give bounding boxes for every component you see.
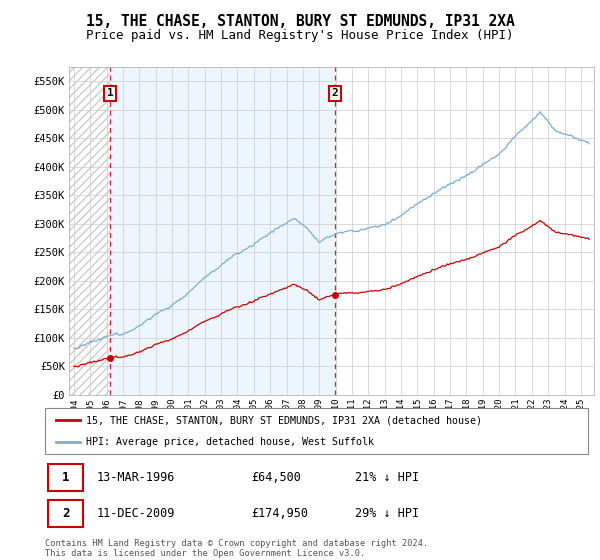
Text: 21% ↓ HPI: 21% ↓ HPI: [355, 471, 419, 484]
Bar: [48, 464, 83, 491]
Text: 15, THE CHASE, STANTON, BURY ST EDMUNDS, IP31 2XA (detached house): 15, THE CHASE, STANTON, BURY ST EDMUNDS,…: [86, 415, 482, 425]
Text: 13-MAR-1996: 13-MAR-1996: [97, 471, 175, 484]
Text: HPI: Average price, detached house, West Suffolk: HPI: Average price, detached house, West…: [86, 437, 374, 447]
Text: 15, THE CHASE, STANTON, BURY ST EDMUNDS, IP31 2XA: 15, THE CHASE, STANTON, BURY ST EDMUNDS,…: [86, 14, 514, 29]
Text: Contains HM Land Registry data © Crown copyright and database right 2024.
This d: Contains HM Land Registry data © Crown c…: [45, 539, 428, 558]
Text: 2: 2: [62, 507, 70, 520]
Text: Price paid vs. HM Land Registry's House Price Index (HPI): Price paid vs. HM Land Registry's House …: [86, 29, 514, 42]
Text: 29% ↓ HPI: 29% ↓ HPI: [355, 507, 419, 520]
Bar: [110, 67, 335, 395]
Text: £64,500: £64,500: [251, 471, 301, 484]
Text: 11-DEC-2009: 11-DEC-2009: [97, 507, 175, 520]
Text: 1: 1: [107, 88, 113, 99]
Bar: [48, 500, 83, 528]
Bar: [69, 67, 110, 395]
Text: 2: 2: [332, 88, 338, 99]
Text: £174,950: £174,950: [251, 507, 308, 520]
Text: 1: 1: [62, 471, 70, 484]
